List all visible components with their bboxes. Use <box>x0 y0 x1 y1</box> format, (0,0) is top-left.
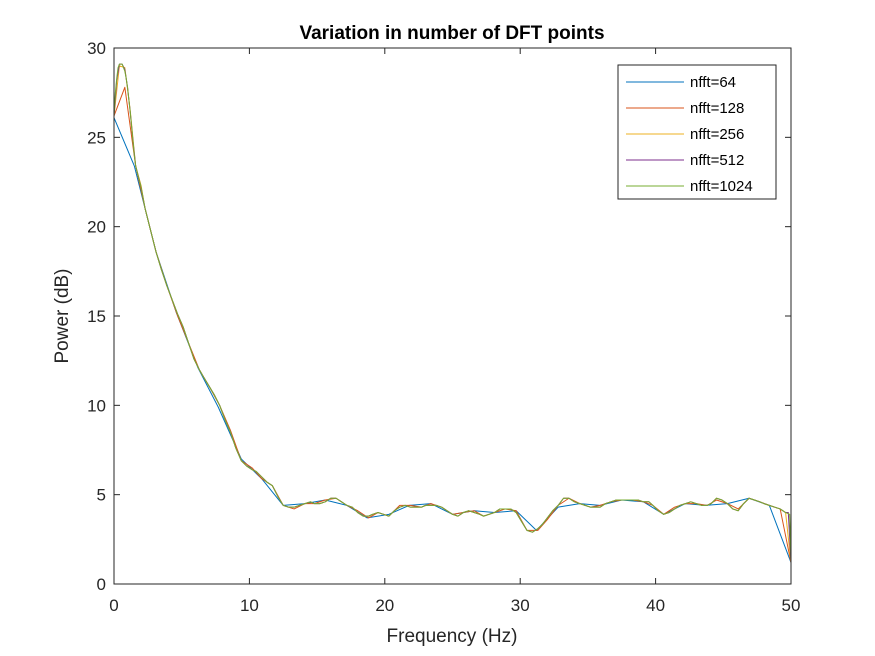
legend-items: nfft=64 nfft=128 nfft=256 nfft=512 nfft=1024 <box>626 74 753 195</box>
legend-box <box>617 64 777 200</box>
legend-label: nfft=512 <box>690 152 744 169</box>
x-tick-label: 50 <box>782 596 801 615</box>
axes-layer: 0 10 20 30 40 50 0 5 10 15 20 25 30 <box>87 39 800 615</box>
y-tick-label: 20 <box>87 218 106 237</box>
series-line-nfft-1024 <box>113 63 792 563</box>
legend-label: nfft=256 <box>690 126 744 143</box>
series-layer <box>113 63 792 563</box>
x-tick-label: 30 <box>511 596 530 615</box>
x-tick-label: 20 <box>375 596 394 615</box>
x-tick-label: 40 <box>646 596 665 615</box>
legend-label: nfft=128 <box>690 100 744 117</box>
y-tick-label: 5 <box>97 486 106 505</box>
legend-label: nfft=1024 <box>690 178 753 195</box>
y-axis-label: Power (dB) <box>52 268 73 363</box>
y-tick-label: 0 <box>97 575 106 594</box>
x-tick-label: 0 <box>109 596 118 615</box>
legend-label: nfft=64 <box>690 74 736 91</box>
x-axis-label: Frequency (Hz) <box>387 626 518 647</box>
y-tick-label: 25 <box>87 128 106 147</box>
chart-title: Variation in number of DFT points <box>299 23 604 44</box>
x-tick-label: 10 <box>240 596 259 615</box>
y-tick-label: 15 <box>87 307 106 326</box>
y-tick-label: 10 <box>87 396 106 415</box>
y-tick-label: 30 <box>87 39 106 58</box>
legend: nfft=64 nfft=128 nfft=256 nfft=512 nfft=1024 <box>617 64 777 200</box>
